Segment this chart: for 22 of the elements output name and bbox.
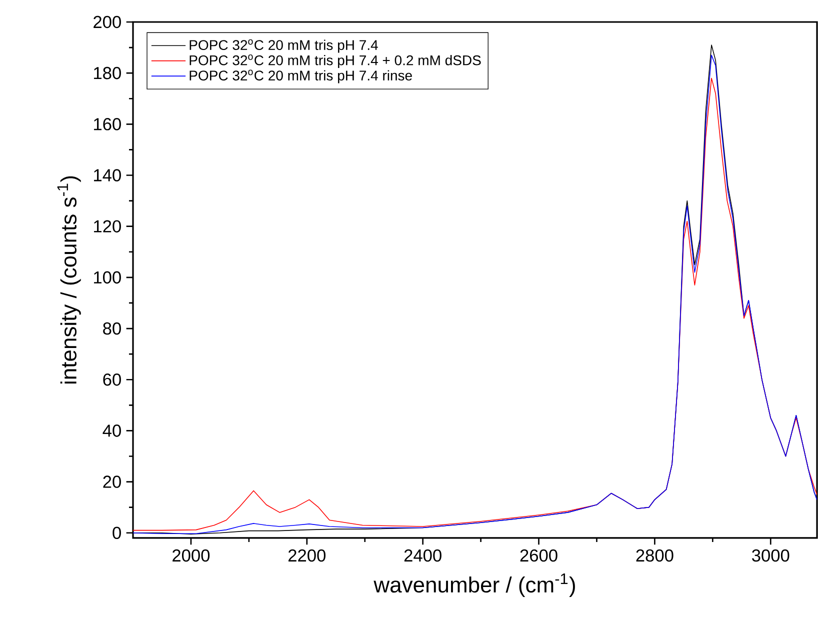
y-tick-label: 160 — [94, 118, 121, 130]
y-tick-label: 60 — [103, 373, 121, 386]
x-axis-title: wavenumber / (cm$^{-1}$) — [374, 573, 575, 597]
y-tick-label: 20 — [103, 476, 121, 488]
x-tick-label: 2200 — [288, 549, 326, 562]
y-tick-label: 140 — [94, 169, 121, 182]
y-tick-label: 180 — [94, 66, 121, 80]
y-tick-label: 40 — [102, 424, 121, 437]
y-tick-label: 0 — [112, 526, 121, 540]
x-tick-label: 2000 — [172, 549, 210, 562]
legend-label: POPC 32$^{o}$C 20 mM tris pH 7.4 — [190, 39, 378, 53]
y-tick-label: 200 — [94, 16, 121, 28]
x-tick-label: 3000 — [752, 549, 790, 562]
y-tick-label: 120 — [94, 220, 121, 232]
x-tick-label: 2800 — [636, 549, 674, 562]
y-axis-title: intensity / (counts s$^{-1}$) — [57, 176, 81, 384]
y-tick-label: 100 — [94, 271, 121, 284]
x-tick-label: 2400 — [404, 549, 442, 562]
x-tick-label: 2600 — [520, 549, 558, 562]
legend-label: POPC 32$^{o}$C 20 mM tris pH 7.4 + 0.2 mM dSDS — [190, 54, 481, 68]
legend-label: POPC 32$^{o}$C 20 mM tris pH 7.4 rinse — [190, 70, 412, 84]
y-tick-label: 80 — [103, 322, 121, 335]
